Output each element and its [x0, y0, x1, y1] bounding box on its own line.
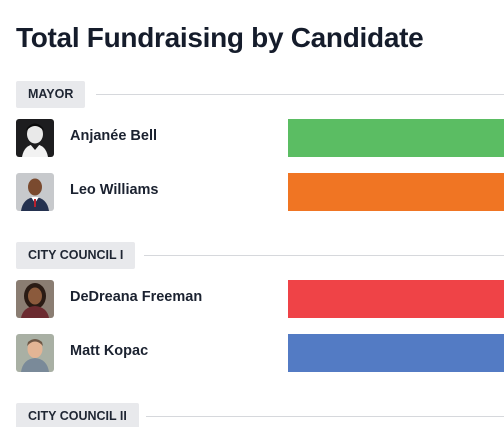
- section-city-council-2: CITY COUNCIL II: [16, 403, 504, 427]
- avatar: [16, 173, 54, 211]
- section-city-council-1: CITY COUNCIL I: [16, 242, 504, 270]
- avatar: [16, 334, 54, 372]
- candidate-photo-icon: [16, 334, 54, 372]
- candidate-photo-icon: [16, 119, 54, 157]
- section-divider: [146, 416, 504, 417]
- candidate-row[interactable]: Anjanée Bell: [16, 119, 504, 158]
- fundraising-bar: [288, 280, 504, 318]
- candidate-name: Anjanée Bell: [70, 128, 158, 144]
- candidate-photo-icon: [16, 280, 54, 318]
- section-label: MAYOR: [16, 81, 86, 108]
- candidate-row[interactable]: DeDreana Freeman: [16, 280, 504, 319]
- fundraising-bar: [288, 119, 504, 157]
- section-label: CITY COUNCIL II: [16, 403, 139, 427]
- section-divider: [96, 94, 504, 95]
- candidate-name: DeDreana Freeman: [70, 289, 203, 305]
- avatar: [16, 280, 54, 318]
- candidate-photo-icon: [16, 173, 54, 211]
- section-divider: [144, 255, 504, 256]
- candidate-row[interactable]: Matt Kopac: [16, 334, 504, 373]
- avatar: [16, 119, 54, 157]
- candidate-name: Matt Kopac: [70, 343, 149, 359]
- page-title: Total Fundraising by Candidate: [16, 22, 424, 53]
- fundraising-bar: [288, 173, 504, 211]
- section-mayor: MAYOR: [16, 81, 504, 109]
- candidate-name: Leo Williams: [70, 182, 159, 198]
- section-label: CITY COUNCIL I: [16, 242, 136, 269]
- candidate-row[interactable]: Leo Williams: [16, 173, 504, 212]
- fundraising-bar: [288, 334, 504, 372]
